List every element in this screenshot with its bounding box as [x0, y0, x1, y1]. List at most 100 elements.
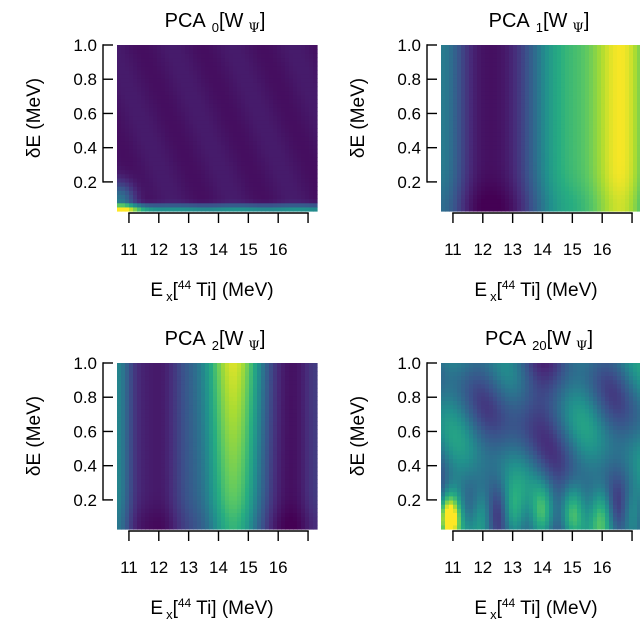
heatmap-cell [133, 136, 138, 142]
heatmap-cell [301, 61, 306, 67]
heatmap-cell [237, 57, 242, 63]
heatmap-cell [181, 173, 186, 179]
heatmap-cell [525, 144, 530, 150]
heatmap-cell [133, 504, 138, 509]
heatmap-cell [157, 458, 162, 464]
heatmap-cell [561, 74, 566, 79]
heatmap-cell [529, 148, 534, 154]
heatmap-cell [261, 123, 266, 129]
heatmap-cell [129, 479, 134, 484]
heatmap-cell [313, 148, 318, 154]
heatmap-cell [313, 98, 318, 104]
heatmap-cell [161, 412, 166, 418]
heatmap-cell [601, 165, 606, 171]
heatmap-cell [461, 181, 466, 187]
heatmap-cell [253, 173, 258, 179]
heatmap-cell [205, 508, 210, 513]
heatmap-cell [169, 49, 174, 54]
heatmap-cell [477, 177, 482, 183]
heatmap-cell [181, 433, 186, 439]
heatmap-cell [297, 115, 302, 121]
heatmap-cell [585, 140, 590, 146]
heatmap-cell [629, 190, 634, 195]
heatmap-cell [457, 190, 462, 195]
heatmap-cell [229, 90, 234, 96]
heatmap-cell [129, 466, 134, 472]
heatmap-cell [549, 57, 554, 63]
heatmap-cell [237, 152, 242, 158]
heatmap-cell [493, 78, 498, 83]
heatmap-cell [253, 190, 258, 195]
heatmap-cell [609, 157, 614, 162]
heatmap-cell [145, 404, 150, 410]
heatmap-cell [553, 128, 558, 133]
heatmap-cell [585, 161, 590, 166]
heatmap-cell [161, 144, 166, 150]
heatmap-cell [161, 421, 166, 426]
heatmap-cell [573, 186, 578, 191]
heatmap-cell [245, 128, 250, 133]
heatmap-cell [541, 82, 546, 88]
heatmap-cell [149, 499, 154, 505]
heatmap-cell [445, 49, 450, 54]
heatmap-cell [537, 128, 542, 133]
heatmap-cell [177, 433, 182, 439]
heatmap-cell [129, 516, 134, 522]
heatmap-cell [533, 78, 538, 83]
heatmap-cell [265, 206, 270, 212]
xlabel-subscript: x [166, 289, 173, 304]
heatmap-cell [137, 53, 142, 59]
heatmap-cell [229, 194, 234, 200]
heatmap-cell [157, 111, 162, 117]
heatmap-cell [137, 387, 142, 393]
heatmap-cell [461, 103, 466, 108]
heatmap-cell [281, 111, 286, 117]
heatmap-cell [261, 119, 266, 125]
heatmap-cell [569, 61, 574, 67]
heatmap-cell [313, 132, 318, 137]
heatmap-cell [501, 107, 506, 112]
heatmap-cell [533, 61, 538, 67]
heatmap-cell [597, 186, 602, 191]
heatmap-cell [121, 119, 126, 125]
heatmap-cell [201, 487, 206, 493]
heatmap-cell [257, 86, 262, 92]
heatmap-cell [121, 107, 126, 112]
heatmap-cell [181, 140, 186, 146]
heatmap-cell [593, 202, 598, 208]
heatmap-cell [473, 53, 478, 59]
title-psi: Ψ [248, 21, 259, 36]
heatmap-cell [529, 173, 534, 179]
heatmap-cell [289, 86, 294, 92]
heatmap-cell [245, 152, 250, 158]
heatmap-cell [585, 49, 590, 54]
heatmap-cell [129, 86, 134, 92]
heatmap-cell [173, 516, 178, 522]
heatmap-cell [517, 152, 522, 158]
heatmap-cell [497, 206, 502, 212]
heatmap-cell [153, 508, 158, 513]
heatmap-cell [157, 98, 162, 104]
heatmap-cell [229, 198, 234, 204]
heatmap-cell [533, 132, 538, 137]
heatmap-cell [193, 128, 198, 133]
heatmap-cell [533, 177, 538, 183]
heatmap-cell [529, 165, 534, 171]
heatmap-cell [605, 86, 610, 92]
heatmap-cell [553, 161, 558, 166]
heatmap-cell [173, 512, 178, 518]
heatmap-cell [165, 450, 170, 455]
heatmap-cell [117, 157, 122, 162]
heatmap-cell [625, 103, 630, 108]
heatmap-cell [205, 421, 210, 426]
heatmap-cell [185, 152, 190, 158]
heatmap-cell [197, 132, 202, 137]
heatmap-cell [177, 152, 182, 158]
heatmap-cell [541, 206, 546, 212]
heatmap-cell [309, 190, 314, 195]
heatmap-cell [161, 470, 166, 476]
heatmap-cell [309, 173, 314, 179]
heatmap-cell [181, 132, 186, 137]
heatmap-cell [157, 86, 162, 92]
heatmap-cell [129, 206, 134, 212]
